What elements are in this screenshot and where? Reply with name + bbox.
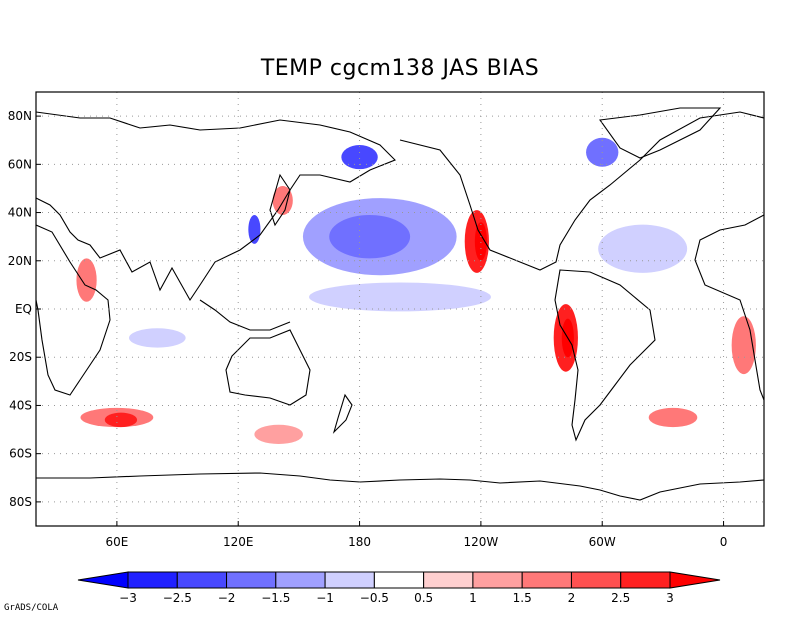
colorbar-label: −2 — [218, 591, 236, 605]
bias-region-tropical-pacific-cold — [309, 282, 491, 312]
colorbar-label: 3 — [666, 591, 674, 605]
lat-tick-label: 40N — [8, 206, 32, 220]
longitude-labels: 60E 120E 180 120W 60W 0 — [105, 521, 727, 549]
colorbar-label: 1.5 — [513, 591, 532, 605]
antarctica-coast — [36, 472, 764, 501]
lat-tick-label: EQ — [15, 302, 32, 316]
new-zealand-coast — [332, 393, 353, 434]
west-africa-coast — [694, 214, 764, 401]
map-title: TEMP cgcm138 JAS BIAS — [260, 56, 540, 81]
colorbar-over-arrow — [669, 571, 721, 589]
colorbar-segment — [275, 571, 326, 589]
colorbar-segment — [373, 571, 425, 589]
bias-region-arabian-sea-warm — [76, 258, 97, 302]
lat-tick-label: 60N — [8, 157, 32, 171]
colorbar-label: −0.5 — [360, 591, 389, 605]
bias-shading — [76, 137, 756, 445]
eurasia-africa-coast — [36, 111, 396, 302]
africa-coast — [36, 224, 111, 396]
lon-tick-label: 120W — [463, 535, 498, 549]
colorbar-segment — [226, 571, 277, 589]
australia-coast — [225, 329, 311, 406]
lat-tick-label: 80N — [8, 109, 32, 123]
colorbar-label: 0.5 — [414, 591, 433, 605]
colorbar-label: 1 — [469, 591, 477, 605]
colorbar-segment — [570, 571, 622, 589]
colorbar-label: 2 — [568, 591, 576, 605]
colorbar: −3 −2.5 −2 −1.5 −1 −0.5 0.5 1 1.5 2 2.5 3 — [77, 571, 721, 605]
colorbar-label: −2.5 — [163, 591, 192, 605]
lon-tick-label: 0 — [720, 535, 728, 549]
colorbar-segment — [324, 571, 375, 589]
colorbar-segment — [127, 571, 178, 589]
grads-credit: GrADS/COLA — [4, 603, 59, 613]
latitude-labels: 80N 60N 40N 20N EQ 20S 40S 60S 80S — [8, 109, 41, 509]
colorbar-label: −1.5 — [261, 591, 290, 605]
lat-tick-label: 40S — [9, 398, 32, 412]
colorbar-under-arrow — [77, 571, 129, 589]
bias-region-north-pacific-cold-core — [329, 214, 411, 259]
colorbar-label: 2.5 — [611, 591, 630, 605]
gridlines — [36, 92, 764, 526]
maritime-islands — [199, 299, 291, 331]
coastlines — [36, 107, 764, 501]
north-america-coast — [399, 111, 764, 271]
lon-tick-label: 180 — [348, 535, 371, 549]
bias-region-south-pacific-warm — [254, 424, 303, 445]
colorbar-segment — [521, 571, 572, 589]
greenland-coast — [599, 107, 722, 159]
colorbar-segment — [620, 571, 671, 589]
lon-tick-label: 120E — [223, 535, 254, 549]
lon-tick-label: 60W — [589, 535, 616, 549]
colorbar-label: −3 — [119, 591, 137, 605]
bias-region-california-warm-core — [474, 222, 487, 261]
colorbar-segment — [472, 571, 523, 589]
colorbar-segment — [176, 571, 228, 589]
lon-tick-label: 60E — [105, 535, 128, 549]
lat-tick-label: 80S — [9, 495, 32, 509]
lat-tick-label: 20N — [8, 254, 32, 268]
colorbar-label: −1 — [316, 591, 334, 605]
lat-tick-label: 60S — [9, 447, 32, 461]
bias-region-bering-cold — [341, 145, 378, 170]
bias-region-southern-ocean-warm-core — [104, 412, 138, 428]
bias-region-indian-ocean-cold — [129, 328, 186, 348]
bias-region-south-atlantic-warm — [648, 407, 698, 428]
south-america-coast — [554, 269, 656, 442]
bias-region-north-atlantic-cold — [598, 224, 688, 273]
lat-tick-label: 20S — [9, 350, 32, 364]
japan-coast — [269, 173, 291, 227]
colorbar-segment — [423, 571, 474, 589]
